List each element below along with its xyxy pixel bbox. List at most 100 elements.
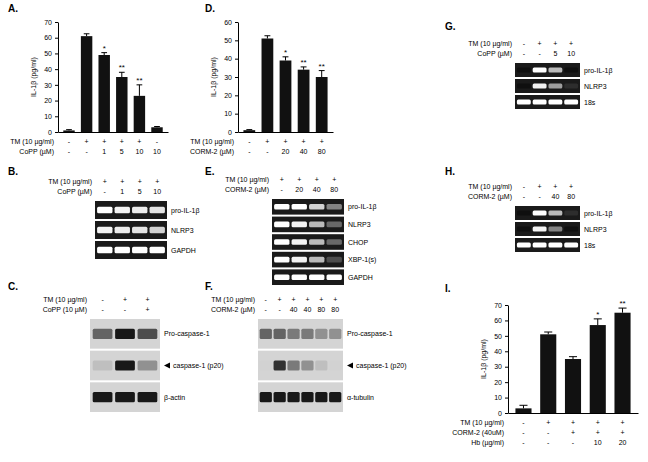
treatment-level: + — [120, 138, 124, 145]
band — [309, 204, 324, 210]
blot-panel: F.TM (10 µg/ml)-+++++CORM-2 (µM)--404080… — [205, 281, 407, 412]
gel-strip — [258, 382, 343, 412]
bar — [280, 61, 292, 133]
row-label: Pro-caspase-1 — [347, 330, 393, 338]
y-tick-mark — [505, 398, 508, 399]
error-bar — [283, 57, 289, 61]
band — [115, 360, 135, 370]
gel-strip — [515, 79, 580, 93]
y-tick-label: 30 — [224, 74, 232, 81]
error-bar-stem — [622, 308, 623, 313]
band — [97, 247, 112, 253]
treatment-level: - — [523, 50, 526, 57]
treatment-level: + — [553, 183, 557, 190]
band — [315, 392, 327, 402]
panel-label: H. — [445, 166, 455, 177]
plot-marks — [63, 34, 162, 132]
error-bar-cap — [569, 356, 577, 357]
treatment-level: + — [569, 40, 573, 47]
treatment-level: 80 — [331, 306, 339, 313]
treatment-level: + — [265, 138, 269, 145]
treatment-level: 80 — [330, 186, 338, 193]
treatment-level: - — [547, 439, 550, 446]
band — [115, 247, 130, 253]
treatment-level: + — [305, 296, 309, 303]
band — [564, 210, 578, 215]
panel-label: G. — [445, 21, 456, 32]
band — [150, 247, 165, 253]
bar — [515, 408, 531, 413]
error-bar — [544, 332, 552, 334]
treatment-label: CORM-2 (µM) — [225, 186, 269, 194]
bar-chart-panel: I.010203040506070IL-1β (pg/ml)***TM (10 … — [445, 283, 639, 447]
y-tick-label: 70 — [494, 302, 502, 309]
gel-strip — [515, 238, 580, 252]
treatment-level: - — [265, 296, 268, 303]
y-tick: 0 — [228, 129, 238, 136]
y-axis-title: IL-1β (pg/ml) — [30, 57, 38, 97]
y-tick-label: 60 — [494, 317, 502, 324]
gel-strip — [95, 241, 167, 259]
treatment-label: TM (10 µg/ml) — [225, 176, 269, 184]
y-tick: 10 — [44, 113, 58, 120]
treatment-level: + — [571, 429, 575, 436]
error-bar-stem — [139, 85, 140, 96]
bar-chart-panel: A.010203040506070IL-1β (pg/ml)*****TM (1… — [8, 3, 169, 156]
bar-chart-panel: D.0102030405060IL-1β (pg/ml)*****TM (10 … — [190, 3, 334, 156]
band — [260, 360, 272, 370]
treatment-level: + — [571, 419, 575, 426]
band — [517, 226, 531, 231]
error-bar-stem — [321, 71, 322, 77]
gel-strip — [515, 63, 580, 77]
blot-panel: H.TM (10 µg/ml)-+++CORM-2 (µM)--4080pro-… — [445, 166, 613, 252]
significance-label: ** — [319, 62, 325, 71]
band — [97, 207, 112, 213]
error-bar-cap — [544, 332, 552, 333]
y-tick: 70 — [44, 19, 58, 26]
treatment-level: - — [523, 183, 526, 190]
band — [329, 360, 341, 370]
y-tick-label: 40 — [494, 348, 502, 355]
y-tick-label: 0 — [498, 410, 502, 417]
y-axis-line — [238, 23, 239, 133]
treatment-level: + — [280, 176, 284, 183]
treatment-level: 10 — [567, 50, 575, 57]
error-bar — [246, 129, 252, 131]
band — [329, 392, 341, 402]
figure: A.010203040506070IL-1β (pg/ml)*****TM (1… — [0, 0, 648, 462]
error-bar — [66, 129, 72, 131]
treatment-level: - — [124, 306, 127, 313]
band — [309, 274, 324, 280]
treatment-level: + — [102, 138, 106, 145]
y-tick-label: 40 — [44, 66, 52, 73]
band — [548, 210, 562, 215]
y-tick: 50 — [44, 50, 58, 57]
treatment-level: 40 — [290, 306, 298, 313]
treatment-label: TM (10 µg/ml) — [211, 296, 255, 304]
y-axis-line — [58, 23, 59, 133]
treatment-level: 80 — [317, 306, 325, 313]
y-tick: 0 — [48, 129, 58, 136]
y-tick-label: 60 — [224, 19, 232, 26]
treatment-level: 40 — [300, 148, 308, 155]
treatment-label: TM (10 µg/ml) — [468, 40, 512, 48]
y-tick-label: 0 — [48, 129, 52, 136]
band — [533, 210, 547, 215]
band — [327, 204, 342, 210]
gel-strip — [272, 252, 344, 268]
arrow-marker — [164, 363, 170, 369]
treatment-level: - — [281, 186, 284, 193]
row-label: NLRP3 — [584, 226, 607, 233]
treatment-level: - — [572, 439, 575, 446]
band — [274, 392, 286, 402]
treatment-level: + — [155, 178, 159, 185]
treatment-label: CORM-2 (µM) — [190, 148, 234, 156]
bar — [134, 96, 145, 132]
significance-label: ** — [619, 299, 625, 308]
gel-strip — [258, 351, 343, 381]
treatment-level: 40 — [304, 306, 312, 313]
treatment-level: 1 — [102, 148, 106, 155]
y-tick-label: 10 — [224, 110, 232, 117]
y-tick: 40 — [494, 348, 508, 355]
treatment-level: - — [248, 148, 251, 155]
